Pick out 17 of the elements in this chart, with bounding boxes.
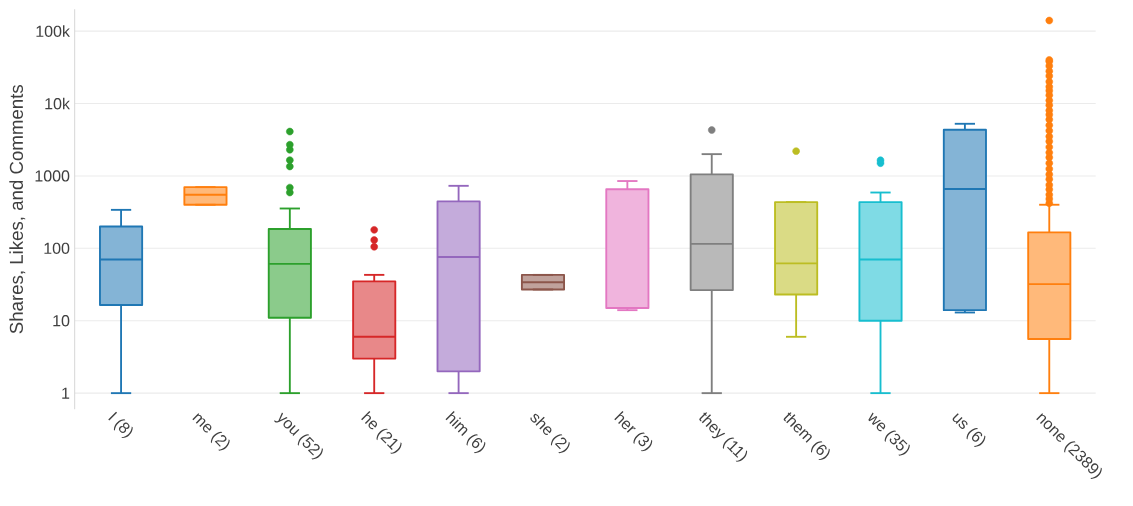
x-tick-label: they (11) <box>699 412 748 462</box>
y-axis-title: Shares, Likes, and Comments <box>9 85 26 334</box>
y-tick-label: 1 <box>62 387 70 399</box>
y-tick-label: 100k <box>36 25 70 38</box>
y-tick-label: 100 <box>44 242 70 255</box>
y-tick-label: 1000 <box>35 170 70 182</box>
x-tick-label: him (6) <box>445 411 486 454</box>
x-tick-label: he (21) <box>361 411 402 454</box>
x-tick-label: her (3) <box>614 411 653 452</box>
x-tick-label: you (52) <box>274 412 323 460</box>
x-tick-label: us (6) <box>952 413 986 447</box>
x-tick-label: I (8) <box>108 411 133 439</box>
x-tick-label: me (2) <box>192 413 230 451</box>
y-tick-label: 10k <box>45 97 70 110</box>
x-tick-label: she (2) <box>530 413 570 454</box>
x-tick-label: we (35) <box>868 412 910 456</box>
y-tick-label: 10 <box>53 315 70 327</box>
